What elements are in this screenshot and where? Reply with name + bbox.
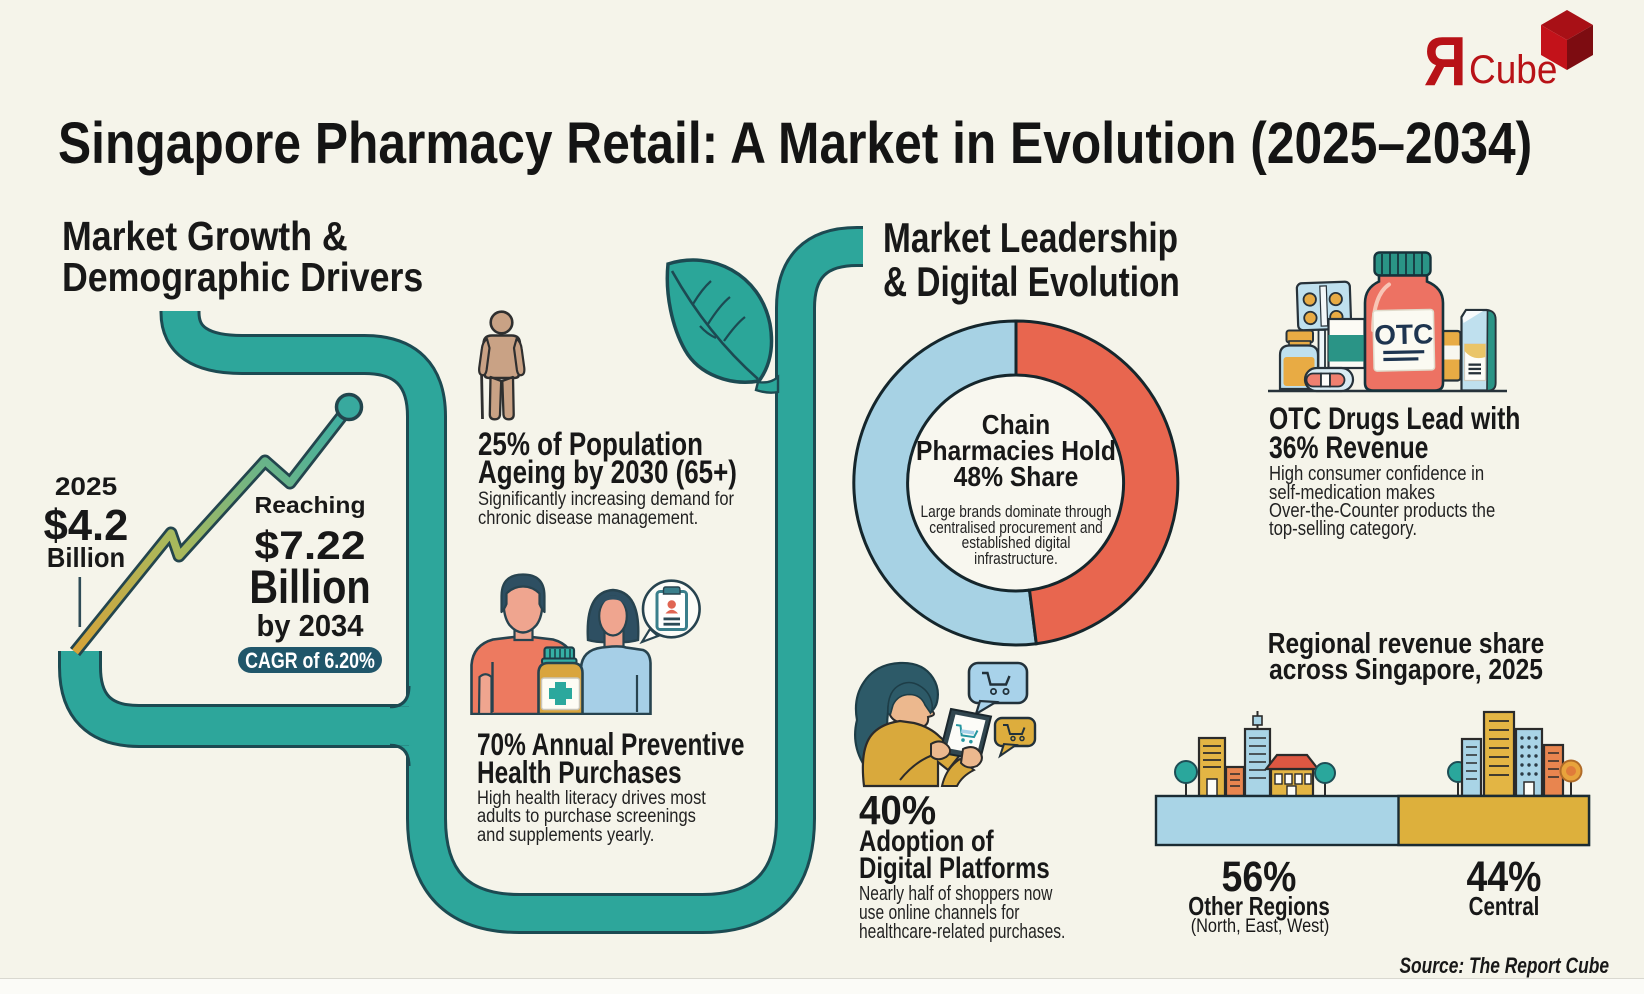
svg-text:OTC: OTC	[1374, 318, 1434, 350]
